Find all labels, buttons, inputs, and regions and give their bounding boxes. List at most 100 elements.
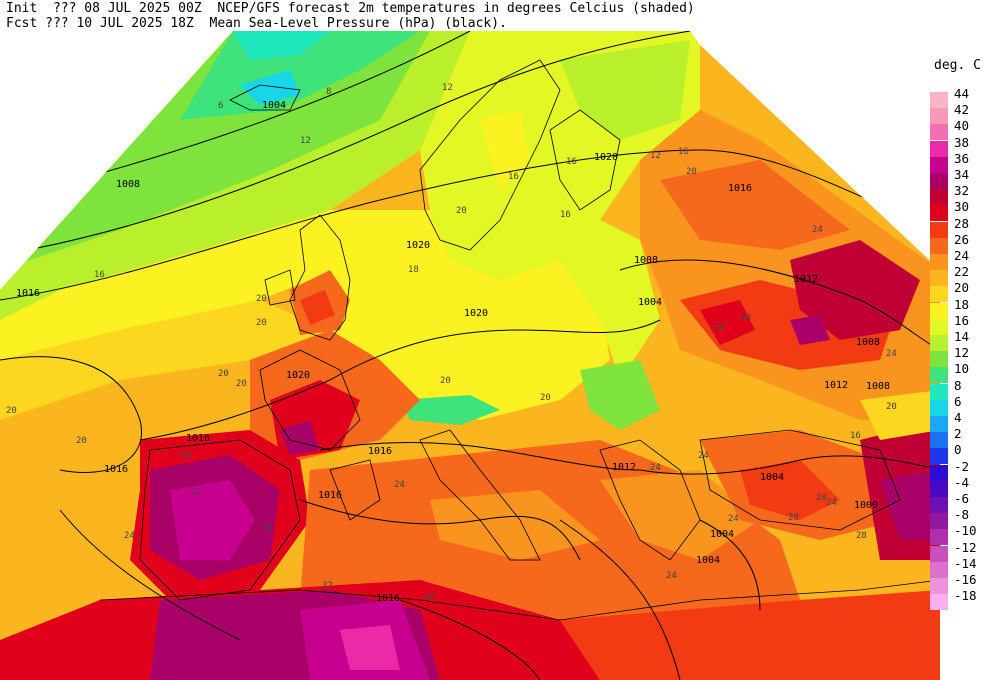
legend-label: 40 bbox=[954, 118, 970, 134]
isobar-label: 1016 bbox=[318, 490, 342, 501]
temp-label: 24 bbox=[886, 349, 897, 359]
legend-swatch bbox=[930, 221, 948, 238]
isobar-label: 1012 bbox=[612, 462, 636, 473]
temp-label: 28 bbox=[740, 313, 751, 323]
temp-label: 20 bbox=[886, 402, 897, 412]
legend-swatch bbox=[930, 448, 948, 465]
isobar-label: 1004 bbox=[696, 555, 720, 566]
legend-label: 2 bbox=[954, 426, 962, 442]
isobar-label: 1008 bbox=[856, 337, 880, 348]
legend-label: 12 bbox=[954, 345, 970, 361]
legend-label: 28 bbox=[954, 215, 970, 231]
temp-label: 24 bbox=[666, 571, 677, 581]
temp-label: 28 bbox=[424, 593, 435, 603]
legend-label: 32 bbox=[954, 183, 970, 199]
legend-label: 20 bbox=[954, 280, 970, 296]
legend-swatch bbox=[930, 124, 948, 141]
isobar-label: 1020 bbox=[286, 370, 310, 381]
temp-label: 28 bbox=[180, 451, 191, 461]
temp-label: 24 bbox=[812, 225, 823, 235]
legend-label: 34 bbox=[954, 167, 970, 182]
isobar-label: 1016 bbox=[186, 433, 210, 444]
legend-swatch bbox=[930, 383, 948, 400]
temp-label: 24 bbox=[728, 514, 739, 524]
isobar-label: 1016 bbox=[104, 464, 128, 475]
legend-label: 10 bbox=[954, 361, 970, 377]
legend-swatch bbox=[930, 335, 948, 351]
temp-label: 28 bbox=[262, 523, 273, 533]
temp-label: 20 bbox=[6, 406, 17, 416]
temperature-labels: 12 8 6 12 12 16 16 20 16 20 16 16 20 18 … bbox=[6, 83, 897, 603]
temp-label: 8 bbox=[326, 87, 331, 97]
temp-label: 20 bbox=[218, 369, 229, 379]
temp-label: 28 bbox=[714, 323, 725, 333]
legend-swatch bbox=[930, 545, 948, 562]
temp-label: 20 bbox=[236, 379, 247, 389]
legend-swatch bbox=[930, 529, 948, 546]
legend-swatch bbox=[930, 464, 948, 481]
isobar-label: 1008 bbox=[866, 381, 890, 392]
legend-label: 0 bbox=[954, 442, 962, 458]
temp-label: 12 bbox=[650, 151, 661, 161]
legend-label: 24 bbox=[954, 248, 970, 263]
temp-label: 20 bbox=[256, 294, 267, 304]
temp-label: 28 bbox=[788, 513, 799, 523]
map-labels: 1004 1008 1016 1020 1020 1020 1016 1016 … bbox=[16, 100, 890, 604]
legend-label: 14 bbox=[954, 329, 970, 344]
temp-label: 16 bbox=[850, 431, 861, 441]
legend-label: -12 bbox=[954, 539, 977, 555]
legend-label: 4 bbox=[954, 410, 962, 425]
isobar-label: 1004 bbox=[710, 529, 734, 540]
isobar-label: 1016 bbox=[16, 288, 40, 299]
isobar-label: 1004 bbox=[760, 472, 784, 483]
header-forecast-line: Fcst ??? 10 JUL 2025 18Z Mean Sea-Level … bbox=[6, 16, 507, 31]
legend-swatch bbox=[930, 367, 948, 384]
legend-swatch bbox=[930, 318, 948, 335]
legend-swatch bbox=[930, 286, 948, 303]
legend-swatch bbox=[930, 156, 948, 173]
temp-label: 20 bbox=[686, 167, 697, 177]
legend-swatch bbox=[930, 254, 948, 270]
legend-label: 30 bbox=[954, 199, 970, 215]
legend-swatch bbox=[930, 399, 948, 416]
temp-label: 20 bbox=[440, 376, 451, 386]
isobar-label: 1016 bbox=[728, 183, 752, 194]
legend-swatch bbox=[930, 561, 948, 578]
legend-swatch bbox=[930, 480, 948, 497]
temp-label: 20 bbox=[540, 393, 551, 403]
legend-title: deg. C bbox=[934, 58, 981, 73]
temp-label: 16 bbox=[508, 172, 519, 182]
isobar-label: 1008 bbox=[116, 179, 140, 190]
legend-label: -2 bbox=[954, 458, 970, 474]
temp-label: 6 bbox=[218, 101, 223, 111]
temp-label: 24 bbox=[124, 531, 135, 541]
coastline-outlines bbox=[99, 59, 940, 621]
legend-label: -18 bbox=[954, 588, 977, 604]
legend-label: -16 bbox=[954, 572, 977, 587]
isobar-label: 1020 bbox=[464, 308, 488, 319]
legend-label: 22 bbox=[954, 264, 970, 280]
temp-label: 24 bbox=[698, 451, 709, 461]
legend-label: 16 bbox=[954, 312, 970, 328]
temp-label: 24 bbox=[826, 498, 837, 508]
temp-label: 16 bbox=[94, 270, 105, 280]
legend-swatch bbox=[930, 594, 948, 611]
legend-swatch bbox=[930, 513, 948, 530]
isobar-label: 1012 bbox=[824, 380, 848, 391]
isobar-label: 1004 bbox=[262, 100, 286, 111]
legend-label: 44 bbox=[954, 86, 970, 101]
header-init-line: Init ??? 08 JUL 2025 00Z NCEP/GFS foreca… bbox=[6, 1, 695, 16]
legend-swatch bbox=[930, 140, 948, 157]
legend-label: 18 bbox=[954, 296, 970, 312]
legend-swatch bbox=[930, 497, 948, 513]
isobar-label: 1020 bbox=[406, 240, 430, 251]
legend-label: -4 bbox=[954, 474, 970, 490]
isobar-label: 1020 bbox=[594, 152, 618, 163]
temp-label: 16 bbox=[566, 157, 577, 167]
temp-label: 16 bbox=[678, 147, 689, 157]
isobar-label: 1016 bbox=[368, 446, 392, 457]
legend-swatch bbox=[930, 108, 948, 125]
temp-label: 20 bbox=[76, 436, 87, 446]
legend-label: 8 bbox=[954, 377, 962, 393]
